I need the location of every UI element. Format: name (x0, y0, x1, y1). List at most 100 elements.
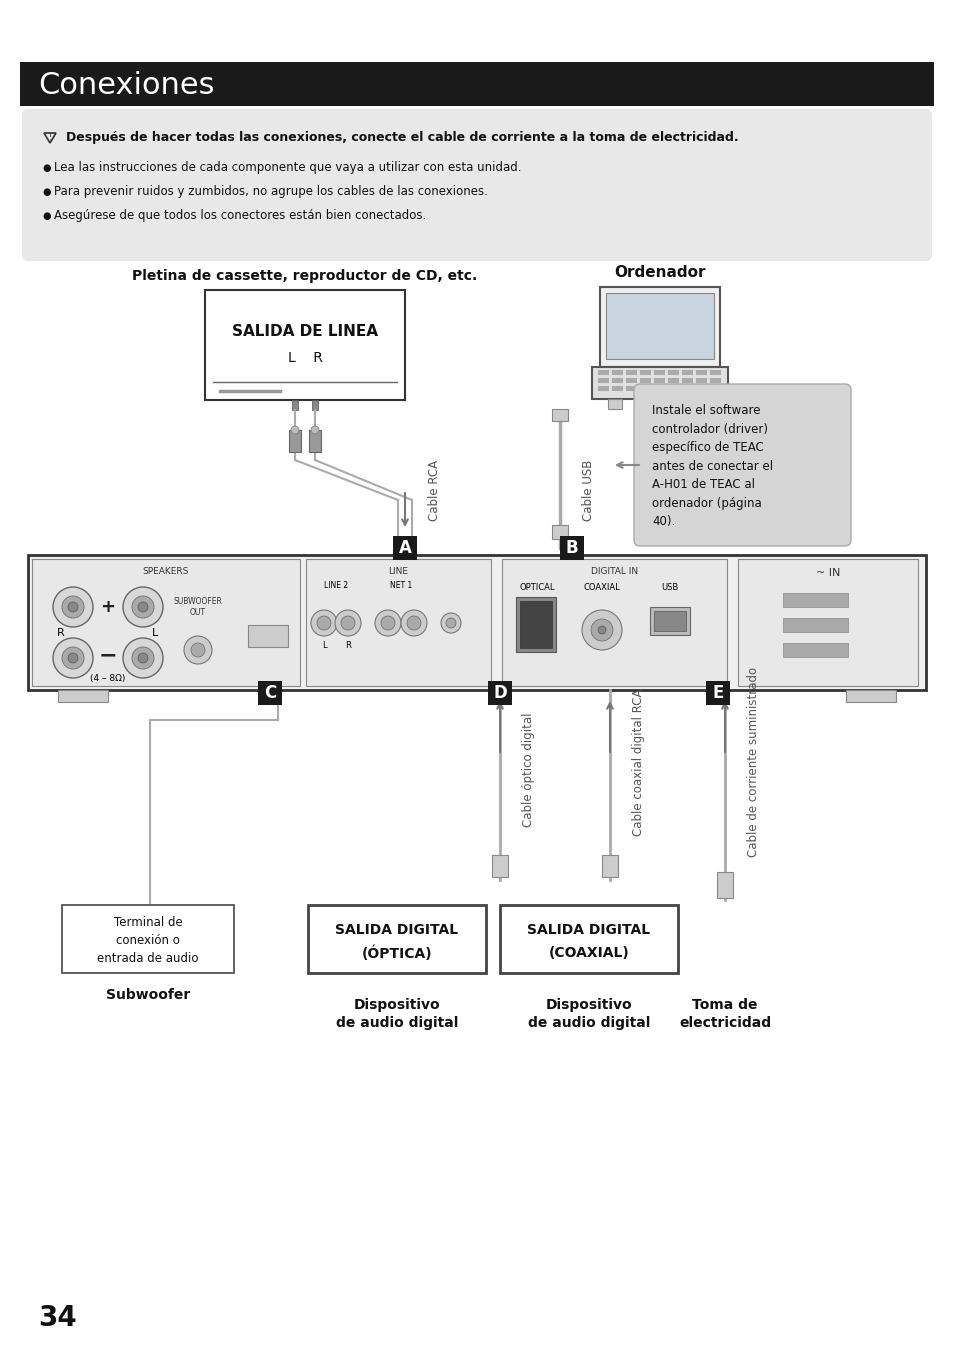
Bar (309, 431, 320, 452)
Text: Pletina de cassette, reproductor de CD, etc.: Pletina de cassette, reproductor de CD, … (132, 269, 477, 283)
Bar (601, 854, 618, 877)
Text: D: D (493, 684, 506, 701)
Text: +: + (100, 598, 115, 616)
Circle shape (123, 588, 163, 627)
Circle shape (335, 611, 360, 636)
Circle shape (62, 647, 84, 669)
Text: L    R: L R (287, 351, 322, 366)
Text: Cable coaxial digital RCA: Cable coaxial digital RCA (631, 688, 644, 835)
Bar (58, 691, 108, 701)
Bar (625, 370, 637, 375)
Bar (248, 626, 288, 647)
Bar (292, 399, 297, 410)
Circle shape (316, 616, 331, 630)
Bar (257, 681, 282, 705)
Text: USB: USB (660, 582, 678, 592)
Circle shape (53, 638, 92, 678)
Bar (782, 643, 847, 657)
Bar (20, 62, 933, 106)
Bar (639, 370, 650, 375)
Bar (289, 431, 301, 452)
Bar (681, 370, 692, 375)
Text: DIGITAL IN: DIGITAL IN (590, 566, 638, 575)
Text: Cable óptico digital: Cable óptico digital (521, 712, 535, 827)
Bar (639, 386, 650, 391)
Text: SALIDA DE LINEA: SALIDA DE LINEA (232, 325, 377, 340)
Bar (306, 559, 491, 686)
Text: LINE: LINE (388, 566, 408, 575)
Bar (681, 386, 692, 391)
Text: C: C (264, 684, 275, 701)
Bar (312, 399, 317, 410)
FancyBboxPatch shape (22, 110, 931, 261)
Bar (654, 370, 664, 375)
Bar (559, 536, 583, 561)
Bar (705, 681, 729, 705)
Text: −: − (98, 645, 117, 665)
Bar (654, 386, 664, 391)
Bar (696, 386, 706, 391)
Bar (62, 904, 233, 974)
Circle shape (184, 636, 212, 663)
Circle shape (407, 616, 420, 630)
Bar (782, 593, 847, 607)
Circle shape (400, 611, 427, 636)
Text: !: ! (49, 134, 51, 142)
Bar (393, 536, 416, 561)
Circle shape (62, 596, 84, 617)
Bar (654, 611, 685, 631)
Bar (499, 904, 678, 974)
Bar (696, 378, 706, 383)
Circle shape (380, 616, 395, 630)
Bar (667, 386, 679, 391)
Text: Toma de
electricidad: Toma de electricidad (679, 998, 770, 1030)
Text: Cable RCA: Cable RCA (428, 459, 440, 520)
Circle shape (132, 596, 153, 617)
Bar (696, 370, 706, 375)
Text: L: L (321, 640, 326, 650)
Text: ●: ● (42, 211, 51, 221)
Text: SPEAKERS: SPEAKERS (143, 566, 189, 575)
Circle shape (68, 603, 78, 612)
Bar (709, 386, 720, 391)
Circle shape (340, 616, 355, 630)
Bar (28, 555, 925, 691)
Text: L: L (152, 628, 158, 638)
Bar (667, 370, 679, 375)
Circle shape (191, 643, 205, 657)
Bar (205, 290, 405, 399)
Bar (492, 854, 507, 877)
Circle shape (311, 427, 318, 435)
Text: R: R (57, 628, 65, 638)
Bar (552, 525, 567, 539)
Bar (592, 367, 727, 399)
Text: OPTICAL: OPTICAL (518, 582, 554, 592)
Text: Dispositivo
de audio digital: Dispositivo de audio digital (335, 998, 457, 1030)
Circle shape (581, 611, 621, 650)
Text: 34: 34 (38, 1304, 76, 1332)
Bar (649, 607, 689, 635)
Text: Cable USB: Cable USB (581, 459, 595, 521)
Circle shape (446, 617, 456, 628)
Bar (639, 378, 650, 383)
Bar (605, 292, 713, 359)
Text: Subwoofer: Subwoofer (106, 988, 190, 1002)
Bar (607, 399, 621, 409)
Text: ●: ● (42, 162, 51, 173)
Circle shape (598, 626, 605, 634)
Text: ~ IN: ~ IN (815, 567, 840, 578)
Text: A: A (398, 539, 411, 556)
Text: Después de hacer todas las conexiones, conecte el cable de corriente a la toma d: Después de hacer todas las conexiones, c… (66, 131, 738, 145)
Circle shape (68, 653, 78, 663)
Circle shape (123, 638, 163, 678)
Bar (516, 597, 556, 653)
Bar (782, 617, 847, 632)
Circle shape (375, 611, 400, 636)
Text: NET 1: NET 1 (390, 581, 412, 589)
Text: SALIDA DIGITAL: SALIDA DIGITAL (527, 923, 650, 937)
Bar (612, 386, 622, 391)
Text: SUBWOOFER
OUT: SUBWOOFER OUT (173, 597, 222, 617)
Text: (ÓPTICA): (ÓPTICA) (361, 945, 432, 961)
Bar (709, 378, 720, 383)
Text: Ordenador: Ordenador (614, 265, 705, 280)
